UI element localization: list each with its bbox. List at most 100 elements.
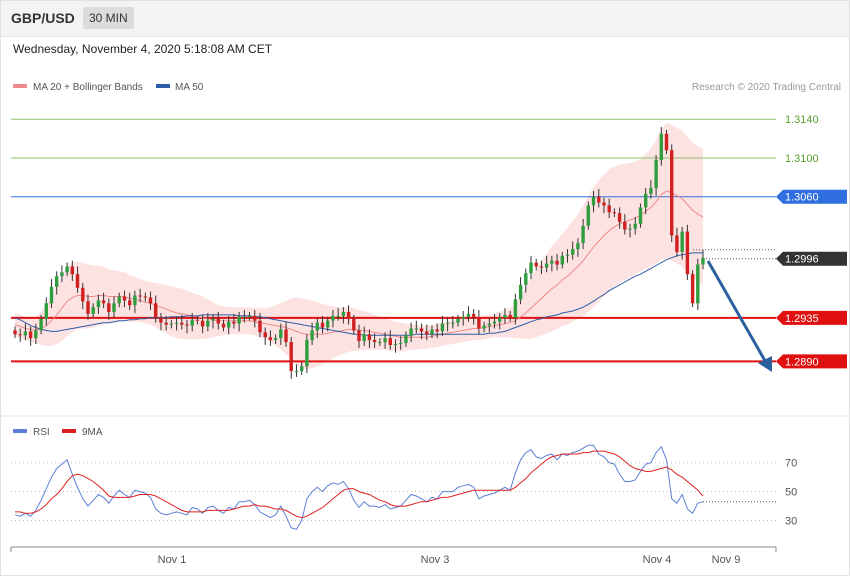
candle-body — [315, 322, 319, 331]
candle-body — [701, 257, 705, 265]
candle-body — [81, 287, 85, 302]
x-tick-label-2: Nov 4 — [643, 554, 672, 566]
ma9-legend-swatch — [62, 429, 76, 433]
candle-body — [232, 321, 236, 324]
candle-body — [263, 332, 267, 338]
candle-body — [341, 312, 346, 316]
candle-body — [498, 317, 502, 322]
rsi-legend-swatch — [13, 429, 27, 433]
candle-body — [310, 330, 314, 341]
candle-body — [466, 313, 471, 317]
candle-body — [555, 260, 559, 265]
candle-body — [227, 321, 231, 328]
candle-body — [101, 300, 106, 304]
candle-body — [430, 329, 434, 335]
candle-body — [148, 297, 153, 304]
candle-body — [164, 322, 168, 325]
candle-body — [346, 312, 351, 319]
main-legend: MA 20 + Bollinger Bands MA 50 Research ©… — [13, 82, 841, 93]
candle-body — [75, 274, 80, 288]
top-bar: GBP/USD 30 MIN — [0, 0, 850, 37]
candle-body — [96, 300, 101, 308]
candle-body — [623, 221, 627, 230]
candle-body — [331, 315, 335, 321]
candle-body — [60, 272, 64, 277]
candle-body — [602, 202, 606, 206]
x-tick-label-1: Nov 3 — [421, 554, 450, 566]
candle-body — [206, 320, 210, 327]
candle-body — [388, 338, 392, 345]
candle-body — [180, 322, 184, 325]
candle-body — [362, 334, 366, 342]
candle-body — [372, 340, 377, 342]
candle-body — [440, 323, 445, 332]
candle-body — [268, 337, 273, 341]
candle-body — [571, 249, 575, 255]
candle-body — [472, 313, 476, 317]
candle-body — [352, 318, 356, 331]
timeframe-button[interactable]: 30 MIN — [83, 7, 134, 29]
credit-text: Research © 2020 Trading Central — [692, 82, 841, 93]
candle-body — [247, 315, 252, 317]
candle-body — [690, 274, 695, 304]
candle-body — [138, 295, 142, 297]
candle-body — [586, 205, 590, 226]
rsi-legend-label: RSI — [33, 427, 50, 438]
candle-body — [258, 320, 262, 333]
candle-body — [477, 316, 481, 329]
candle-body — [190, 319, 194, 326]
candle-body — [174, 322, 179, 324]
candle-body — [680, 231, 684, 252]
candle-body — [253, 315, 257, 321]
candle-body — [91, 307, 95, 314]
candle-body — [107, 303, 111, 312]
candle-body — [503, 314, 507, 318]
candle-body — [649, 188, 653, 194]
rsi-tick-50: 50 — [785, 487, 797, 499]
candle-body — [273, 338, 278, 341]
candle-body — [159, 317, 163, 323]
level-label-1.3100: 1.3100 — [785, 153, 819, 165]
candle-body — [378, 342, 382, 343]
candlesticks — [13, 126, 705, 379]
candle-body — [18, 334, 22, 336]
candle-body — [675, 235, 679, 252]
candle-body — [133, 295, 137, 306]
level-label-1.2935: 1.2935 — [785, 313, 819, 325]
instrument-title: GBP/USD — [11, 10, 75, 26]
candle-body — [508, 314, 512, 318]
forecast-arrow-head — [758, 356, 772, 372]
bb-legend-swatch — [13, 84, 27, 88]
candle-body — [357, 330, 361, 342]
candle-body — [581, 225, 585, 244]
candle-body — [409, 328, 413, 336]
candle-body — [200, 320, 205, 327]
candle-body — [221, 323, 226, 328]
candle-body — [65, 266, 69, 273]
candle-body — [289, 342, 293, 372]
candle-body — [320, 322, 325, 328]
candle-body — [185, 324, 189, 326]
rsi-tick-30: 30 — [785, 516, 797, 528]
x-tick-label-0: Nov 1 — [158, 554, 187, 566]
candle-body — [456, 318, 460, 323]
candle-body — [86, 301, 90, 314]
candle-body — [242, 316, 246, 318]
candle-body — [664, 133, 669, 151]
candle-body — [617, 213, 622, 222]
candle-body — [211, 318, 215, 321]
candle-body — [55, 276, 59, 287]
rsi-line — [14, 444, 704, 530]
candle-body — [154, 303, 158, 318]
candle-body — [122, 296, 127, 301]
candle-body — [513, 299, 518, 318]
candle-body — [534, 262, 538, 267]
candle-body — [393, 344, 398, 345]
candle-body — [49, 286, 54, 304]
candle-body — [399, 343, 403, 344]
candle-body — [518, 284, 523, 300]
candle-body — [195, 319, 200, 321]
level-label-1.3060: 1.3060 — [785, 192, 819, 204]
rsi-panel: 70 50 30 — [11, 444, 797, 530]
